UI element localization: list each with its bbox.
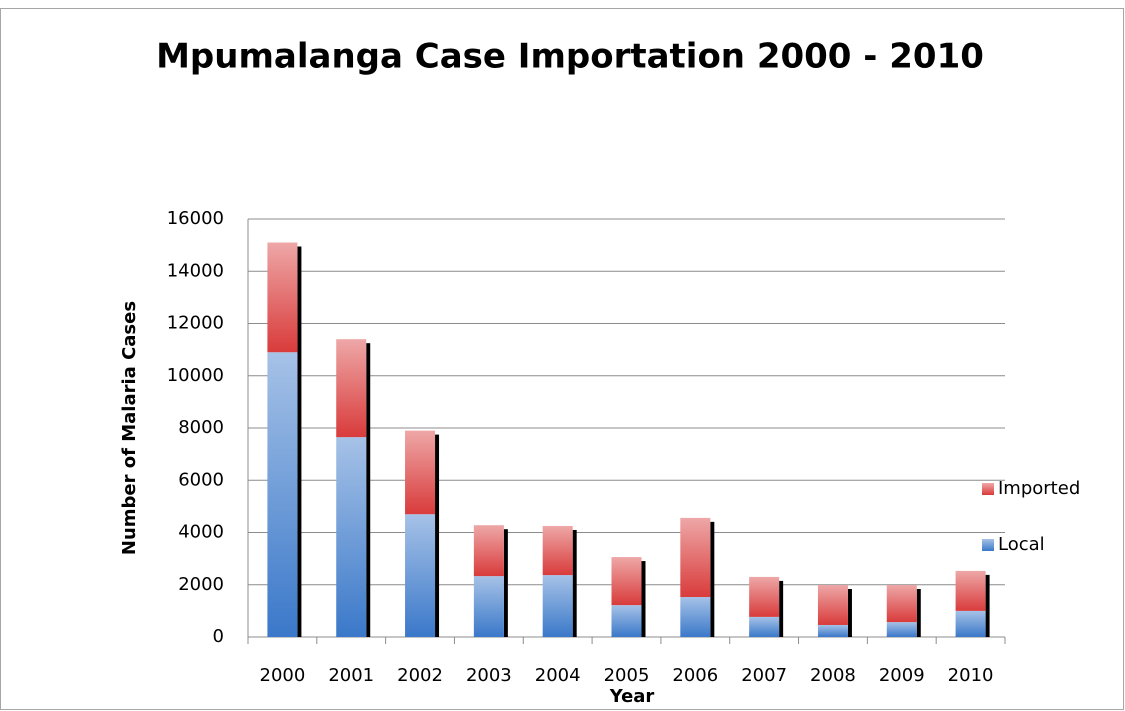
bar-shadow — [641, 561, 646, 637]
bar-segment — [336, 339, 367, 438]
bar-shadow — [985, 574, 990, 637]
x-tick-label: 2007 — [741, 665, 787, 686]
y-tick-label: 0 — [213, 626, 224, 647]
bar-segment — [886, 585, 917, 623]
bar-shadow — [710, 521, 715, 637]
legend-swatch — [982, 539, 994, 551]
x-tick-label: 2001 — [328, 665, 374, 686]
bar-shadow — [503, 529, 508, 637]
x-tick-label: 2006 — [672, 665, 718, 686]
bar-segment — [267, 352, 298, 637]
bar-segment — [886, 622, 917, 637]
y-tick-label: 10000 — [167, 365, 224, 386]
y-axis-label: Number of Malaria Cases — [119, 301, 140, 555]
x-tick-label: 2002 — [397, 665, 443, 686]
chart-title: Mpumalanga Case Importation 2000 - 2010 — [156, 37, 984, 77]
bar-shadow — [916, 589, 921, 637]
x-tick-label: 2008 — [810, 665, 856, 686]
bar-segment — [955, 570, 986, 611]
bar-segment — [542, 525, 573, 576]
bar-shadow — [572, 529, 577, 637]
bar-shadow — [779, 580, 784, 637]
bar-segment — [817, 585, 848, 625]
bar-segment — [680, 517, 711, 598]
bar-segment — [542, 575, 573, 637]
x-tick-label: 2004 — [535, 665, 581, 686]
x-tick-label: 2000 — [260, 665, 306, 686]
y-tick-label: 14000 — [167, 260, 224, 281]
bar-segment — [611, 605, 642, 637]
y-tick-label: 4000 — [178, 522, 224, 543]
bar-segment — [473, 525, 504, 577]
bar-shadow — [366, 343, 371, 637]
y-tick-label: 8000 — [178, 417, 224, 438]
legend-label: Local — [998, 534, 1045, 555]
y-tick-label: 2000 — [178, 574, 224, 595]
legend-swatch — [982, 483, 994, 495]
bar-segment — [405, 514, 436, 637]
x-tick-label: 2009 — [879, 665, 925, 686]
bar-shadow — [297, 246, 302, 637]
bar-segment — [817, 624, 848, 637]
bar-segment — [267, 242, 298, 353]
x-tick-label: 2010 — [948, 665, 994, 686]
y-tick-label: 16000 — [167, 208, 224, 229]
bar-segment — [749, 576, 780, 617]
x-tick-label: 2003 — [466, 665, 512, 686]
bar-shadow — [435, 434, 440, 637]
bar-segment — [749, 616, 780, 637]
y-tick-label: 12000 — [167, 313, 224, 334]
bar-segment — [955, 610, 986, 637]
x-axis-label: Year — [609, 686, 655, 707]
bar-segment — [473, 576, 504, 637]
y-tick-label: 6000 — [178, 469, 224, 490]
bar-segment — [680, 597, 711, 637]
bar-segment — [611, 557, 642, 606]
legend-label: Imported — [998, 478, 1080, 499]
bar-segment — [336, 437, 367, 637]
bar-shadow — [847, 589, 852, 637]
bar-segment — [405, 430, 436, 515]
x-tick-label: 2005 — [604, 665, 650, 686]
